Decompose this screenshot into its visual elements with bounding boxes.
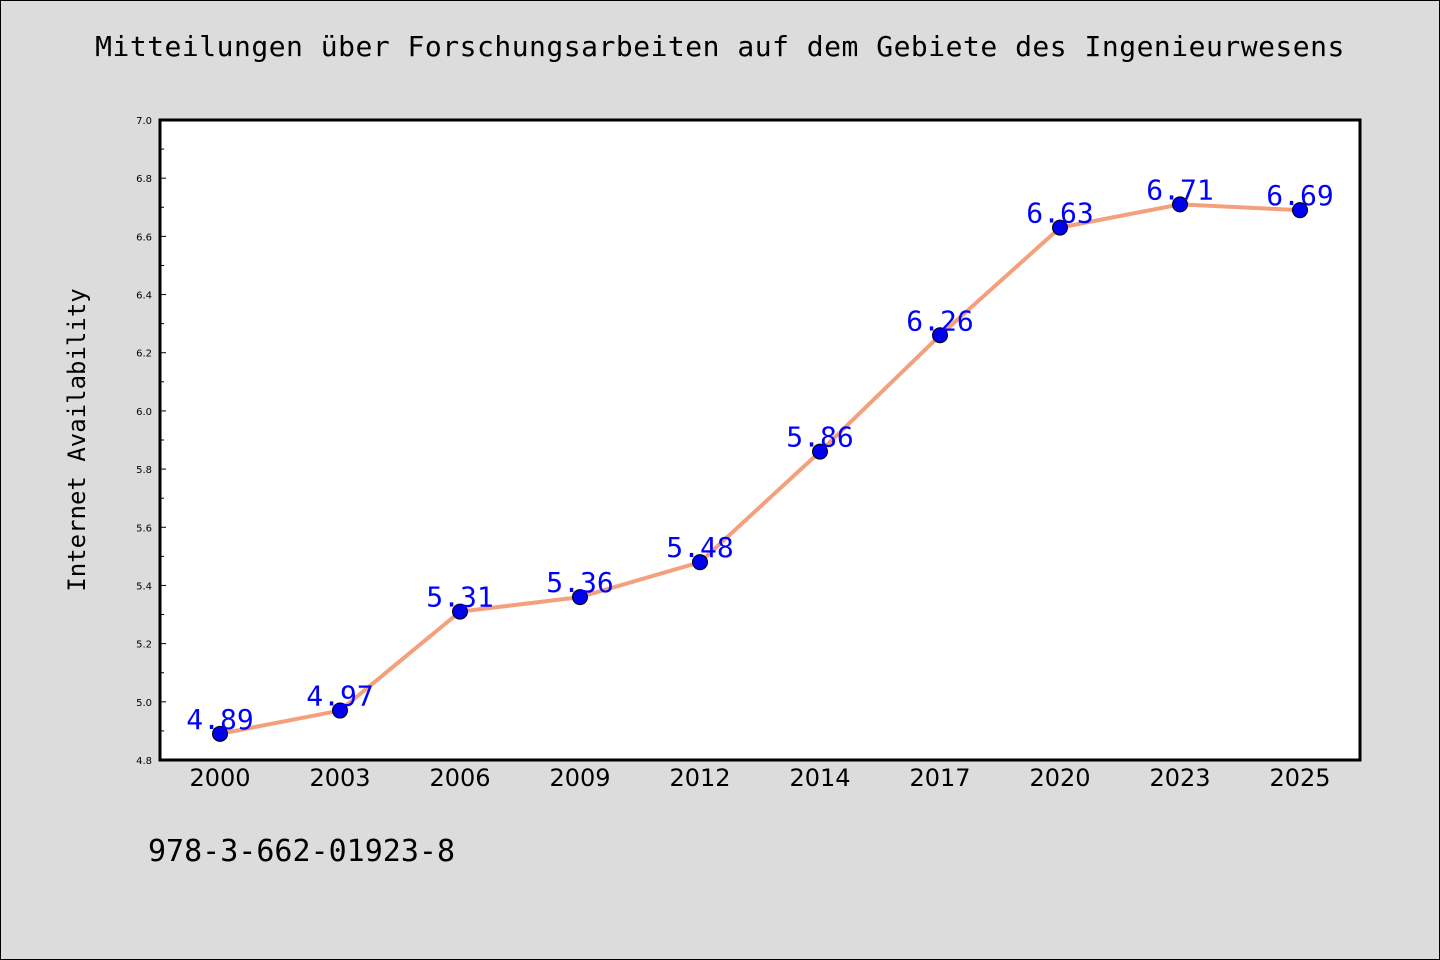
x-axis: 2000 2003 2006 2009 2012 2014 2017 2020 2023 2025 xyxy=(189,764,1330,792)
data-point xyxy=(1172,196,1188,213)
x-tick-label: 2017 xyxy=(909,764,970,792)
data-label: 5.86 xyxy=(786,421,853,454)
y-tick-label: 5.0 xyxy=(136,698,152,709)
isbn-text: 978-3-662-01923-8 xyxy=(148,834,456,869)
data-labels: 4.89 4.97 5.31 5.36 5.48 5.86 6.26 6.63 6.71 6.69 xyxy=(186,173,1333,735)
y-tick-label: 6.8 xyxy=(136,174,152,185)
x-tick-label: 2025 xyxy=(1269,764,1330,792)
x-tick-label: 2009 xyxy=(549,764,610,792)
data-label: 5.36 xyxy=(546,566,613,599)
data-label: 4.89 xyxy=(186,703,253,736)
data-point xyxy=(212,725,228,742)
x-tick-label: 2003 xyxy=(309,764,370,792)
data-label: 4.97 xyxy=(306,680,373,713)
x-tick-label: 2023 xyxy=(1149,764,1210,792)
x-tick-label: 2006 xyxy=(429,764,490,792)
data-label: 6.71 xyxy=(1146,173,1213,206)
y-tick-label: 5.2 xyxy=(136,640,152,651)
y-axis-label: Internet Availability xyxy=(63,288,91,591)
y-tick-label: 7.0 xyxy=(136,116,152,127)
y-tick-label: 6.2 xyxy=(136,349,152,360)
data-label: 6.63 xyxy=(1026,197,1093,230)
data-point xyxy=(572,589,588,606)
y-tick-label: 6.4 xyxy=(136,291,152,302)
y-tick-label: 5.6 xyxy=(136,523,152,534)
x-tick-label: 2014 xyxy=(789,764,850,792)
data-point xyxy=(332,702,348,719)
data-label: 6.26 xyxy=(906,304,973,337)
data-point xyxy=(692,554,708,571)
x-tick-label: 2000 xyxy=(189,764,250,792)
chart-title: Mitteilungen über Forschungsarbeiten auf… xyxy=(95,30,1345,63)
y-tick-label: 6.0 xyxy=(136,407,152,418)
data-point xyxy=(1292,202,1308,219)
series-markers xyxy=(212,196,1308,742)
x-tick-label: 2012 xyxy=(669,764,730,792)
y-tick-label: 6.6 xyxy=(136,232,152,243)
y-axis: 4.8 5.0 5.2 5.4 5.6 5.8 6.0 6.2 6.4 6.6 6.8 7.0 xyxy=(136,116,166,767)
data-label: 6.69 xyxy=(1266,179,1333,212)
data-point xyxy=(452,603,468,620)
data-point xyxy=(932,327,948,344)
series-line xyxy=(219,202,1301,736)
y-tick-label: 5.8 xyxy=(136,465,152,476)
y-tick-label: 4.8 xyxy=(136,756,152,767)
data-point xyxy=(1052,219,1068,236)
plot-area xyxy=(158,118,1362,762)
x-tick-label: 2020 xyxy=(1029,764,1090,792)
y-tick-label: 5.4 xyxy=(136,581,152,592)
data-label: 5.31 xyxy=(426,581,493,614)
data-point xyxy=(812,443,828,460)
data-label: 5.48 xyxy=(666,531,733,564)
